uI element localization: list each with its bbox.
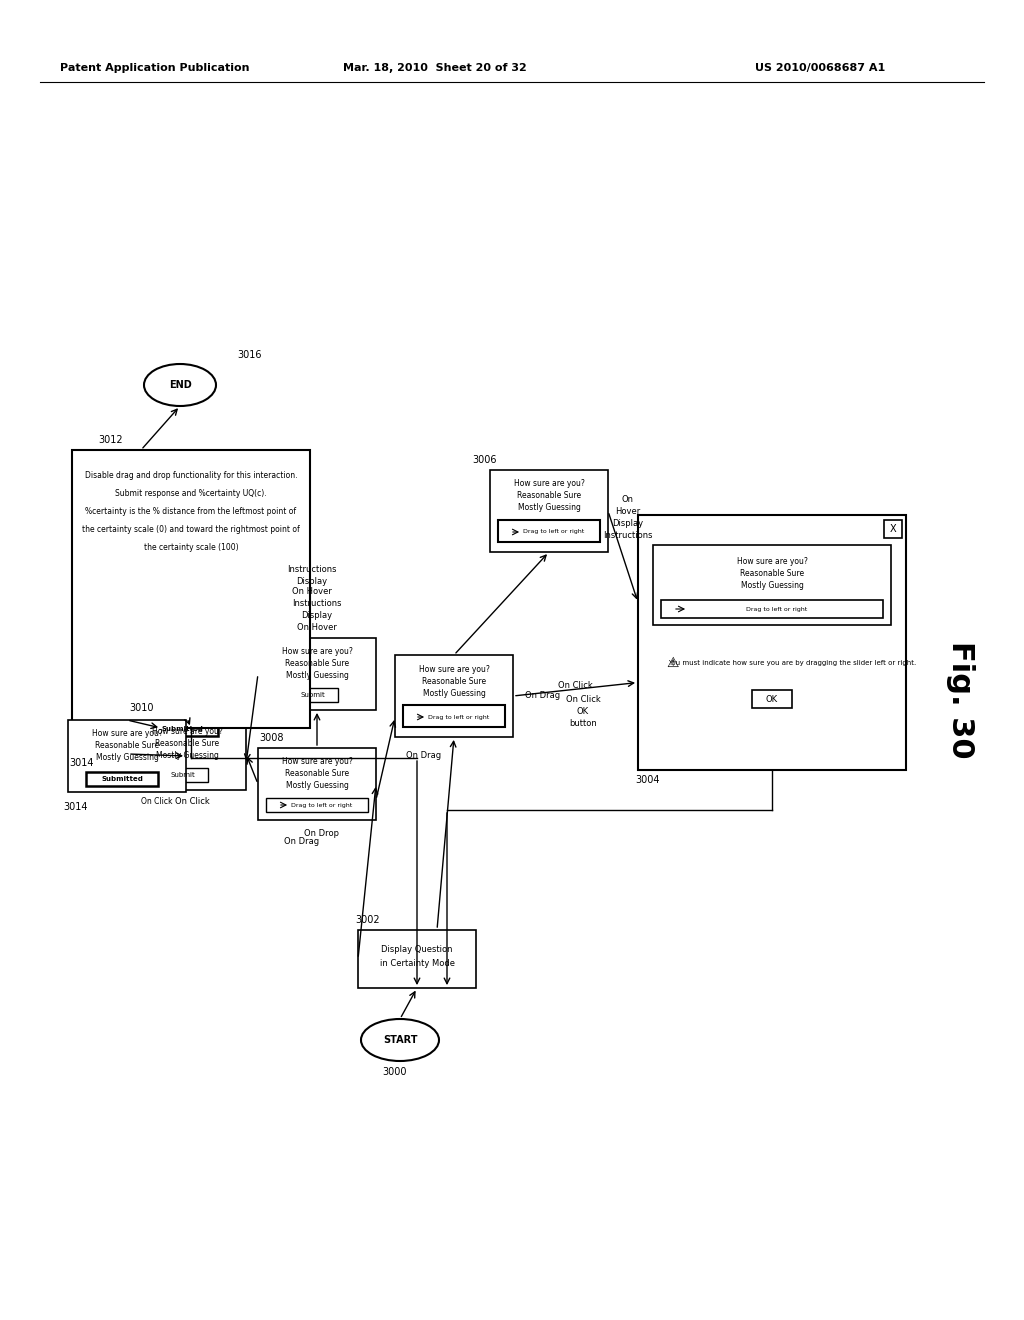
Text: How sure are you?: How sure are you?	[514, 479, 585, 488]
Text: button: button	[569, 719, 597, 729]
Text: US 2010/0068687 A1: US 2010/0068687 A1	[755, 63, 885, 73]
Bar	[258, 638, 376, 710]
Text: Display Question: Display Question	[381, 945, 453, 954]
Text: Fig. 30: Fig. 30	[945, 642, 975, 759]
Text: How sure are you?: How sure are you?	[282, 758, 352, 767]
Ellipse shape	[144, 364, 216, 407]
Text: Instructions: Instructions	[292, 599, 342, 609]
Text: On Hover: On Hover	[292, 587, 332, 597]
Bar	[68, 719, 186, 792]
Text: 3010: 3010	[130, 704, 155, 713]
Text: On Drag: On Drag	[407, 751, 441, 759]
Text: Reasonable Sure: Reasonable Sure	[285, 770, 349, 779]
Text: END: END	[169, 380, 191, 389]
Text: Submit: Submit	[171, 772, 196, 777]
Text: Mostly Guessing: Mostly Guessing	[423, 689, 485, 697]
Text: Instructions: Instructions	[603, 532, 652, 540]
Ellipse shape	[361, 1019, 439, 1061]
Text: Reasonable Sure: Reasonable Sure	[517, 491, 581, 500]
Text: How sure are you?: How sure are you?	[736, 557, 808, 565]
Text: Submitted: Submitted	[101, 776, 143, 781]
Bar	[498, 520, 600, 543]
Bar	[158, 768, 208, 781]
Text: Mostly Guessing: Mostly Guessing	[286, 672, 348, 681]
Bar	[662, 601, 883, 618]
Text: On Click: On Click	[558, 681, 593, 690]
Text: the certainty scale (0) and toward the rightmost point of: the certainty scale (0) and toward the r…	[82, 524, 300, 533]
Text: On: On	[622, 495, 634, 504]
Text: Reasonable Sure: Reasonable Sure	[422, 676, 486, 685]
Bar	[653, 545, 891, 624]
Text: Hover: Hover	[615, 507, 641, 516]
Bar	[638, 515, 906, 770]
Text: OK: OK	[577, 708, 589, 717]
Text: Drag to left or right: Drag to left or right	[746, 606, 808, 611]
Text: OK: OK	[766, 694, 778, 704]
Text: Reasonable Sure: Reasonable Sure	[95, 742, 159, 751]
Text: X: X	[890, 524, 896, 535]
Text: 3006: 3006	[473, 455, 498, 465]
Bar	[358, 931, 476, 987]
Text: 3012: 3012	[98, 436, 123, 445]
Text: the certainty scale (100): the certainty scale (100)	[143, 543, 239, 552]
Text: START: START	[383, 1035, 417, 1045]
Text: in Certainty Mode: in Certainty Mode	[380, 958, 455, 968]
Text: Reasonable Sure: Reasonable Sure	[285, 660, 349, 668]
Text: On Drop: On Drop	[304, 829, 340, 838]
Text: On Drag: On Drag	[285, 837, 319, 846]
Bar	[128, 718, 246, 789]
Text: On Click: On Click	[175, 797, 209, 807]
Text: Mar. 18, 2010  Sheet 20 of 32: Mar. 18, 2010 Sheet 20 of 32	[343, 63, 527, 73]
Text: 3004: 3004	[636, 775, 660, 785]
Text: Mostly Guessing: Mostly Guessing	[95, 754, 159, 763]
Text: Patent Application Publication: Patent Application Publication	[60, 63, 250, 73]
Text: Mostly Guessing: Mostly Guessing	[156, 751, 218, 760]
Text: Mostly Guessing: Mostly Guessing	[517, 503, 581, 512]
Text: Drag to left or right: Drag to left or right	[523, 529, 585, 535]
Text: Mostly Guessing: Mostly Guessing	[740, 581, 804, 590]
Bar	[752, 690, 792, 708]
Text: Mostly Guessing: Mostly Guessing	[286, 781, 348, 791]
Text: On Click: On Click	[141, 797, 173, 807]
Text: %certainty is the % distance from the leftmost point of: %certainty is the % distance from the le…	[85, 507, 297, 516]
Text: 3014: 3014	[70, 758, 94, 768]
Text: Reasonable Sure: Reasonable Sure	[740, 569, 804, 578]
Text: Submit: Submit	[301, 692, 326, 698]
Bar	[288, 688, 338, 702]
Text: Reasonable Sure: Reasonable Sure	[155, 739, 219, 748]
Text: 3016: 3016	[238, 350, 262, 360]
Text: On Hover: On Hover	[297, 623, 337, 632]
Bar	[884, 520, 902, 539]
Bar	[258, 748, 376, 820]
Bar	[266, 799, 368, 812]
Text: Instructions: Instructions	[288, 565, 337, 574]
Text: Disable drag and drop functionality for this interaction.: Disable drag and drop functionality for …	[85, 470, 297, 479]
Text: You must indicate how sure you are by dragging the slider left or right.: You must indicate how sure you are by dr…	[668, 660, 916, 667]
Text: How sure are you?: How sure are you?	[419, 664, 489, 673]
Bar	[72, 450, 310, 729]
Text: How sure are you?: How sure are you?	[152, 727, 222, 737]
Bar	[86, 772, 158, 785]
Text: Display: Display	[301, 611, 333, 620]
Text: Drag to left or right: Drag to left or right	[292, 803, 352, 808]
Text: On Drag: On Drag	[525, 692, 560, 701]
Bar	[395, 655, 513, 737]
Text: ⚠: ⚠	[667, 656, 679, 671]
Text: How sure are you?: How sure are you?	[282, 648, 352, 656]
Bar	[490, 470, 608, 552]
Text: On Click: On Click	[565, 696, 600, 705]
Text: 3000: 3000	[383, 1067, 408, 1077]
Text: Submit response and %certainty UQ(c).: Submit response and %certainty UQ(c).	[115, 488, 267, 498]
Text: Drag to left or right: Drag to left or right	[428, 714, 489, 719]
Text: Submitted: Submitted	[161, 726, 203, 733]
Text: Display: Display	[296, 577, 328, 586]
Text: Display: Display	[612, 520, 643, 528]
Text: How sure are you?: How sure are you?	[91, 730, 163, 738]
Text: 3014: 3014	[63, 803, 88, 812]
Text: 3008: 3008	[260, 733, 285, 743]
Bar	[403, 705, 505, 727]
Text: 3002: 3002	[355, 915, 380, 925]
Bar	[146, 722, 218, 737]
